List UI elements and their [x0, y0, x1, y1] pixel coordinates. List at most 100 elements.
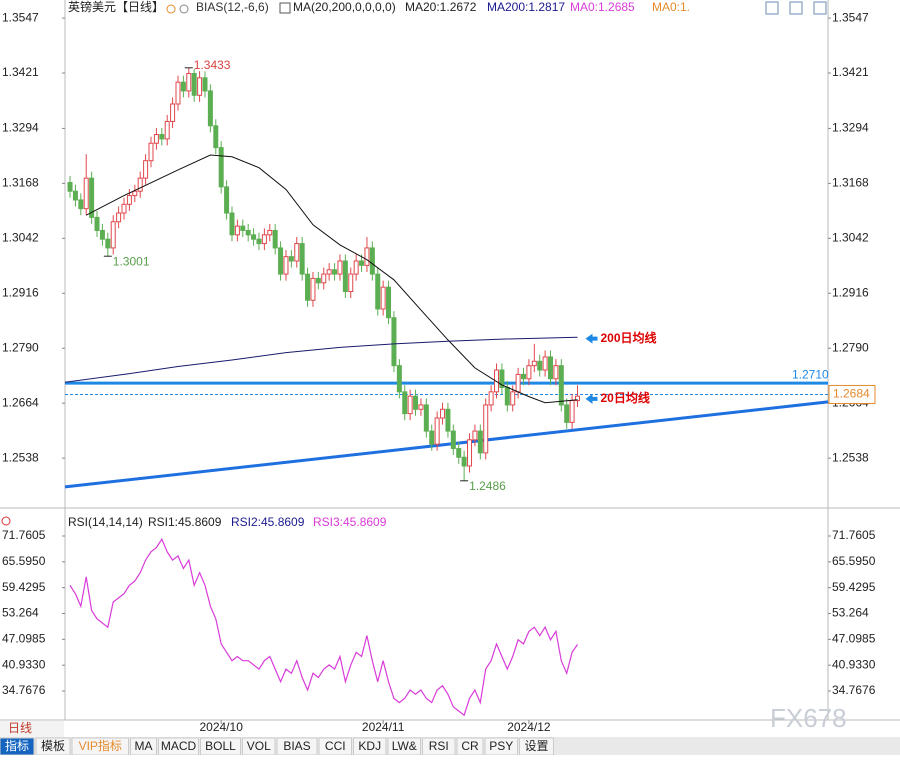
candle-body — [170, 103, 176, 122]
extreme-label: 1.3433 — [194, 58, 231, 72]
y-tick-label: 59.4295 — [832, 580, 876, 594]
candle-body — [191, 72, 197, 96]
extreme-label: 1.2486 — [469, 479, 506, 493]
ma200-label: MA200:1.2817 — [487, 0, 565, 14]
candle-body — [429, 430, 435, 445]
y-tick-label: 71.7605 — [2, 528, 46, 542]
window-button[interactable] — [789, 1, 803, 15]
price-label: 1.2710 — [792, 367, 829, 381]
candle-body — [305, 273, 311, 301]
rsi-legend: RSI2:45.8609 — [231, 515, 305, 529]
y-tick-label: 1.2790 — [2, 340, 39, 354]
candle-body — [256, 238, 262, 245]
candle-body — [272, 229, 278, 249]
rsi-line — [69, 537, 578, 717]
candle-body — [180, 81, 186, 92]
candle-body — [321, 273, 327, 284]
candle-body — [218, 147, 224, 188]
candle-body — [229, 212, 235, 236]
candle-body — [369, 247, 375, 275]
candle-body — [94, 216, 100, 231]
candle-body — [283, 256, 289, 275]
candle-body — [542, 356, 548, 371]
toolbar-tab-label[interactable]: 模板 — [41, 739, 65, 753]
toolbar-tab-label[interactable]: CR — [461, 739, 479, 753]
toolbar-tab-label[interactable]: KDJ — [358, 739, 381, 753]
ma0-label: MA0:1. — [652, 0, 690, 14]
toolbar-tab-label[interactable]: 设置 — [524, 739, 548, 753]
ma20-label: MA20:1.2672 — [405, 0, 477, 14]
candle-body — [353, 260, 359, 275]
toolbar-tab-label[interactable]: VOL — [247, 739, 271, 753]
y-tick-label: 59.4295 — [2, 580, 46, 594]
bias-label: BIAS(12,-6,6) — [196, 0, 269, 14]
toolbar-tab-label[interactable]: MA — [135, 739, 153, 753]
candle-body — [105, 238, 111, 249]
y-tick-label: 1.2538 — [2, 450, 39, 464]
icon[interactable] — [166, 4, 176, 14]
price-label: 1.2684 — [833, 387, 870, 401]
toolbar-tab-label[interactable]: VIP指标 — [79, 738, 122, 753]
window-button[interactable] — [813, 1, 827, 15]
y-tick-label: 40.9330 — [832, 657, 876, 671]
ma-line — [64, 336, 578, 383]
y-tick-label: 1.2916 — [2, 285, 39, 299]
candle-body — [245, 229, 251, 236]
candle-body — [391, 317, 397, 367]
candle-body — [99, 229, 105, 240]
icon[interactable] — [279, 2, 291, 14]
icon[interactable] — [1, 516, 11, 526]
candle-body — [261, 234, 267, 245]
candle-body — [526, 365, 532, 380]
candle-body — [413, 395, 419, 410]
rsi-legend: RSI3:45.8609 — [313, 515, 387, 529]
candle-body — [467, 439, 473, 467]
candle-body — [445, 408, 451, 432]
symbol-title: 英镑美元【日线】 — [68, 0, 164, 14]
rsi-title: RSI(14,14,14) — [68, 515, 143, 529]
candle-body — [472, 430, 478, 441]
y-tick-label: 34.7676 — [2, 683, 46, 697]
toolbar-tab-label[interactable]: MACD — [161, 739, 197, 753]
candle-body — [332, 269, 338, 275]
candle-body — [564, 404, 570, 423]
toolbar-tab-label[interactable]: PSY — [489, 739, 513, 753]
candle-body — [159, 134, 165, 140]
y-tick-label: 53.264 — [832, 606, 869, 620]
candle-body — [83, 177, 89, 210]
toolbar-tab-label[interactable]: 指标 — [5, 738, 29, 753]
icon[interactable] — [179, 4, 189, 14]
toolbar-tab-label[interactable]: BOLL — [205, 739, 236, 753]
candle-body — [402, 391, 408, 415]
candle-body — [548, 356, 554, 380]
toolbar-tab-label[interactable]: CCI — [325, 739, 346, 753]
window-button[interactable] — [765, 1, 779, 15]
candle-body — [450, 430, 456, 450]
period-box[interactable] — [0, 721, 64, 737]
toolbar-tab-label[interactable]: BIAS — [283, 739, 310, 753]
x-tick-label: 2024/11 — [362, 720, 405, 734]
period-label[interactable]: 日线 — [8, 721, 32, 735]
toolbar-tab-label[interactable]: LW& — [392, 739, 417, 753]
candle-body — [348, 273, 354, 293]
candle-body — [234, 225, 240, 236]
candle-body — [456, 448, 462, 458]
candle-body — [537, 360, 543, 371]
x-tick-label: 2024/12 — [507, 720, 551, 734]
y-tick-label: 65.5950 — [832, 554, 876, 568]
candle-body — [531, 360, 537, 367]
candle-body — [375, 273, 381, 310]
candle-body — [386, 286, 392, 319]
candle-body — [126, 195, 132, 205]
y-tick-label: 1.2664 — [2, 395, 39, 409]
candle-body — [515, 373, 521, 393]
ma-label: MA(20,200,0,0,0,0) — [293, 0, 396, 14]
toolbar-tab-label[interactable]: RSI — [429, 739, 449, 753]
y-tick-label: 1.3421 — [2, 65, 39, 79]
y-tick-label: 53.264 — [2, 606, 39, 620]
candle-body — [67, 182, 73, 192]
candle-body — [407, 395, 413, 415]
candle-body — [396, 365, 402, 393]
